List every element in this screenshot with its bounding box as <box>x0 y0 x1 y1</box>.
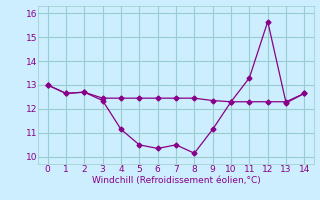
X-axis label: Windchill (Refroidissement éolien,°C): Windchill (Refroidissement éolien,°C) <box>92 176 260 185</box>
